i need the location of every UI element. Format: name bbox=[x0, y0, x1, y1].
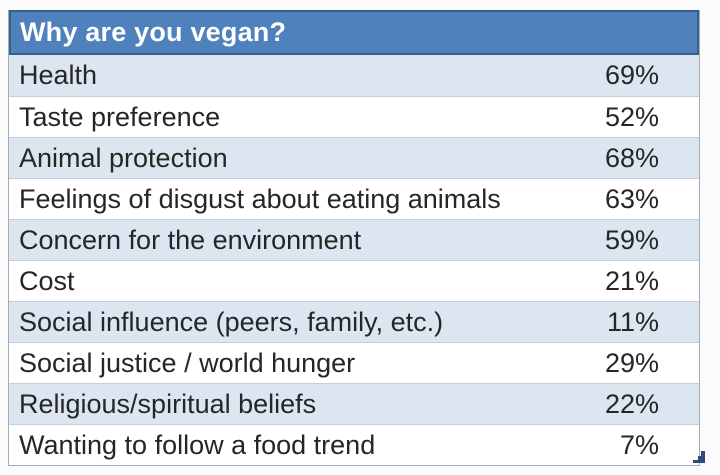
row-label: Feelings of disgust about eating animals bbox=[19, 183, 501, 214]
row-label: Wanting to follow a food trend bbox=[19, 429, 376, 460]
row-value: 68% bbox=[604, 142, 659, 173]
row-label: Cost bbox=[19, 265, 75, 296]
table-header: Why are you vegan? bbox=[9, 10, 699, 55]
row-label: Social justice / world hunger bbox=[19, 347, 356, 378]
table-body: Health 69% Taste preference 52% Animal p… bbox=[9, 55, 699, 465]
row-label: Concern for the environment bbox=[19, 224, 362, 255]
table-row: Feelings of disgust about eating animals… bbox=[9, 178, 699, 219]
table-row: Taste preference 52% bbox=[9, 96, 699, 137]
row-value: 11% bbox=[606, 306, 659, 337]
table-row: Social justice / world hunger 29% bbox=[9, 342, 699, 383]
row-value: 52% bbox=[604, 101, 659, 132]
row-label: Animal protection bbox=[19, 142, 228, 173]
table-row: Religious/spiritual beliefs 22% bbox=[9, 383, 699, 424]
table-row: Social influence (peers, family, etc.) 1… bbox=[9, 301, 699, 342]
row-label: Health bbox=[19, 60, 98, 90]
row-label: Social influence (peers, family, etc.) bbox=[19, 306, 444, 337]
table-row: Concern for the environment 59% bbox=[9, 219, 699, 260]
table-row: Cost 21% bbox=[9, 260, 699, 301]
row-value: 63% bbox=[604, 183, 659, 214]
row-value: 21% bbox=[604, 265, 659, 296]
table-row: Health 69% bbox=[9, 55, 699, 96]
row-value: 22% bbox=[604, 388, 659, 419]
row-value: 7% bbox=[619, 429, 659, 460]
row-label: Religious/spiritual beliefs bbox=[19, 388, 317, 419]
row-value: 29% bbox=[604, 347, 659, 378]
resize-handle-icon[interactable] bbox=[693, 451, 705, 463]
row-value: 69% bbox=[604, 60, 659, 90]
row-label: Taste preference bbox=[19, 101, 221, 132]
row-value: 59% bbox=[604, 224, 659, 255]
table-row: Animal protection 68% bbox=[9, 137, 699, 178]
table-row: Wanting to follow a food trend 7% bbox=[9, 424, 699, 465]
table-title: Why are you vegan? bbox=[20, 17, 287, 47]
survey-table: Why are you vegan? Health 69% Taste pref… bbox=[8, 10, 705, 466]
